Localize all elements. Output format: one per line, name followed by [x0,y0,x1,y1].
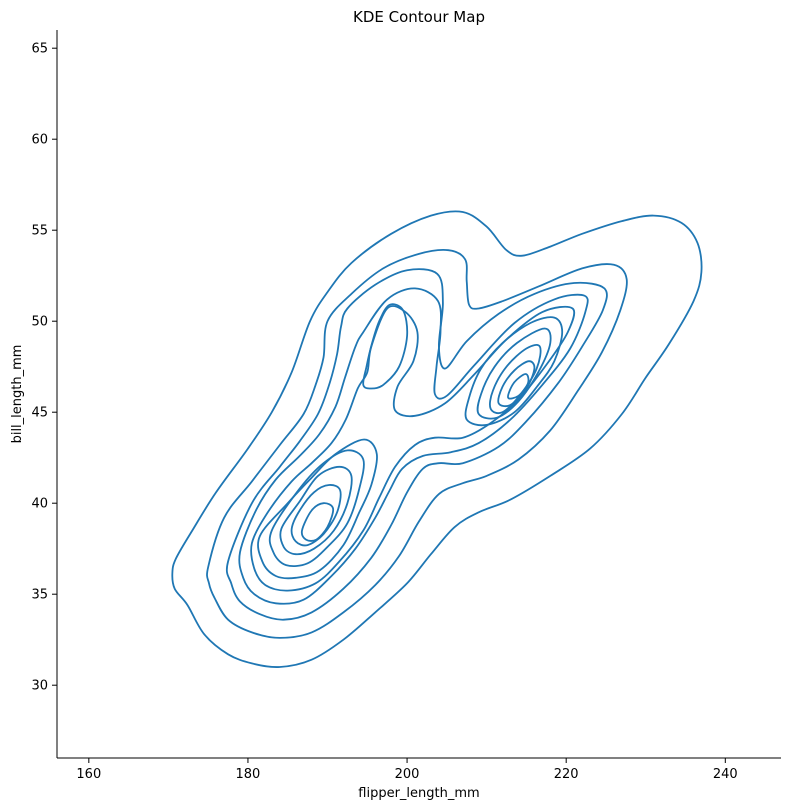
y-tick-label: 40 [31,497,48,512]
contour-line-1 [171,210,703,669]
x-tick-label: 200 [395,767,420,782]
contour-line-13 [290,484,342,547]
y-tick-label: 65 [31,42,48,57]
y-tick-label: 60 [31,133,48,148]
contour-line-12 [489,344,542,415]
y-tick-label: 30 [31,679,48,694]
contour-line-11 [279,465,353,556]
y-tick-label: 50 [31,315,48,330]
x-axis-label: flipper_length_mm [358,786,479,801]
contour-line-8 [464,316,564,427]
y-tick-label: 45 [31,406,48,421]
contour-line-14 [497,360,536,408]
x-tick-label: 220 [554,767,579,782]
contour-line-9 [268,449,365,568]
x-tick-label: 240 [713,767,738,782]
contour-layer [171,210,703,669]
x-tick-label: 160 [76,767,101,782]
contour-line-7 [362,303,409,390]
y-axis-ticks: 30 35 40 45 50 55 60 65 [31,42,57,694]
y-tick-label: 35 [31,588,48,603]
contour-line-3 [225,268,608,621]
contour-line-2 [206,249,628,639]
x-tick-label: 180 [236,767,261,782]
contour-line-6 [257,438,378,580]
contour-line-10 [476,327,552,420]
x-axis-ticks: 160 180 200 220 240 [76,758,738,782]
y-axis-label: bill_length_mm [10,345,25,444]
contour-line-4 [238,287,589,605]
contour-line-16 [507,373,530,400]
y-tick-label: 55 [31,224,48,239]
contour-line-15 [300,502,335,542]
chart-title: KDE Contour Map [353,8,485,26]
